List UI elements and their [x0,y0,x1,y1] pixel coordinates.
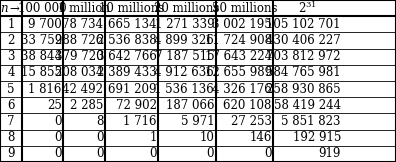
Text: 17 643 224: 17 643 224 [204,50,272,63]
Text: 620 108: 620 108 [223,99,272,112]
Text: 0: 0 [96,131,103,144]
Text: 3 642 766: 3 642 766 [97,50,157,63]
Text: 1 716: 1 716 [123,115,157,128]
Text: 9: 9 [7,147,15,160]
Text: 20 millions: 20 millions [154,2,220,15]
Text: $2^{31}$: $2^{31}$ [299,0,317,16]
Text: 5 851 823: 5 851 823 [282,115,341,128]
Text: 1 271 339: 1 271 339 [154,18,214,31]
Text: 584 765 981: 584 765 981 [267,66,341,79]
Text: 100 000: 100 000 [18,2,67,15]
Text: 10 millions: 10 millions [99,2,164,15]
Text: 72 902: 72 902 [116,99,157,112]
Text: 7 187 515: 7 187 515 [154,50,214,63]
Text: 105 102 701: 105 102 701 [267,18,341,31]
Text: 1: 1 [149,131,157,144]
Text: 146: 146 [249,131,272,144]
Text: 665 134: 665 134 [108,18,157,31]
Text: 33 759: 33 759 [21,34,62,47]
Text: 3: 3 [7,50,15,63]
Text: 4 912 636: 4 912 636 [154,66,214,79]
Text: 42 492: 42 492 [62,83,103,96]
Text: 5: 5 [7,83,15,96]
Text: 38 844: 38 844 [21,50,62,63]
Text: 0: 0 [207,147,214,160]
Text: 379 720: 379 720 [55,50,103,63]
Text: 0: 0 [54,131,62,144]
Text: 2 536 838: 2 536 838 [97,34,157,47]
Text: 6: 6 [7,99,15,112]
Text: 258 930 865: 258 930 865 [267,83,341,96]
Text: 0: 0 [54,115,62,128]
Text: 1: 1 [7,18,15,31]
Text: 1 536 136: 1 536 136 [154,83,214,96]
Text: 919: 919 [318,147,341,160]
Text: 78 734: 78 734 [62,18,103,31]
Text: 703 812 972: 703 812 972 [267,50,341,63]
Text: 2: 2 [7,34,15,47]
Text: 11 724 908: 11 724 908 [205,34,272,47]
Text: 12 655 989: 12 655 989 [204,66,272,79]
Text: 4 326 176: 4 326 176 [212,83,272,96]
Text: 430 406 227: 430 406 227 [266,34,341,47]
Text: 58 419 244: 58 419 244 [274,99,341,112]
Text: 5 971: 5 971 [181,115,214,128]
Text: 27 253: 27 253 [230,115,272,128]
Text: 4 899 326: 4 899 326 [154,34,214,47]
Text: 0: 0 [149,147,157,160]
Text: 1 million: 1 million [58,2,110,15]
Text: 691 209: 691 209 [109,83,157,96]
Text: 9 700: 9 700 [28,18,62,31]
Text: 7: 7 [7,115,15,128]
Text: 25: 25 [47,99,62,112]
Text: 0: 0 [54,147,62,160]
Text: 3 002 195: 3 002 195 [212,18,272,31]
Text: 8: 8 [96,115,103,128]
Text: 208 034: 208 034 [55,66,103,79]
Text: 10: 10 [199,131,214,144]
Text: 0: 0 [264,147,272,160]
Text: 4: 4 [7,66,15,79]
Text: 2 389 433: 2 389 433 [97,66,157,79]
Text: 288 726: 288 726 [55,34,103,47]
Text: 2 285: 2 285 [70,99,103,112]
Text: 50 millions: 50 millions [212,2,277,15]
Text: 0: 0 [96,147,103,160]
Text: 8: 8 [7,131,15,144]
Text: 192 915: 192 915 [293,131,341,144]
Text: 187 066: 187 066 [166,99,214,112]
Text: 1 816: 1 816 [29,83,62,96]
Text: 15 855: 15 855 [21,66,62,79]
Text: $n \rightarrow$: $n \rightarrow$ [0,2,21,15]
